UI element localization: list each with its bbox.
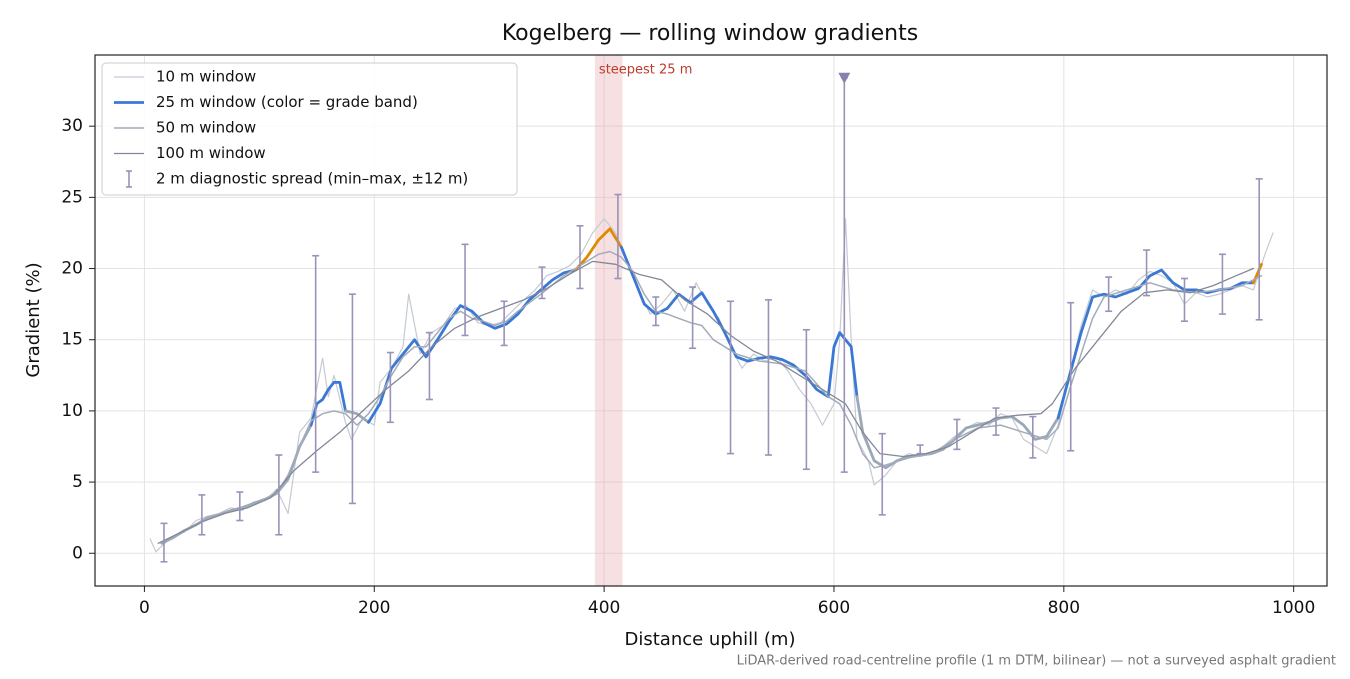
x-tick-label: 200	[358, 598, 390, 618]
error-bar	[1180, 277, 1188, 323]
footnote: LiDAR-derived road-centreline profile (1…	[737, 654, 1336, 669]
y-tick-label: 25	[61, 187, 83, 207]
error-bar	[236, 491, 244, 522]
outlier-marker	[838, 72, 851, 84]
error-bar	[425, 331, 433, 401]
error-bar	[916, 444, 924, 455]
error-bar	[727, 300, 735, 455]
series-line	[367, 268, 577, 424]
error-bar	[461, 243, 469, 337]
y-tick-label: 30	[61, 116, 83, 136]
error-bar	[1067, 301, 1075, 452]
error-bar	[386, 351, 394, 424]
highlight-label: steepest 25 m	[599, 63, 692, 78]
series-line	[620, 245, 859, 399]
error-bar	[992, 407, 1000, 436]
error-bar	[652, 296, 660, 327]
y-tick-label: 10	[61, 401, 83, 421]
plot-frame	[94, 54, 1328, 587]
error-bar	[689, 286, 697, 350]
error-bar	[275, 454, 283, 536]
series-line	[344, 409, 370, 424]
error-bar	[802, 328, 810, 471]
error-bar	[312, 254, 320, 473]
y-tick-label: 5	[72, 472, 83, 492]
y-axis-label: Gradient (%)	[23, 262, 44, 377]
highlight-span	[594, 55, 623, 586]
y-tick-label: 15	[61, 330, 83, 350]
x-tick-label: 0	[139, 598, 150, 618]
legend-label: 100 m window	[156, 144, 266, 162]
x-tick-label: 1000	[1272, 598, 1315, 618]
error-bar	[1255, 178, 1263, 321]
error-bar	[198, 494, 206, 536]
y-tick-label: 20	[61, 259, 83, 279]
y-tick-label: 0	[72, 543, 83, 563]
series-line	[574, 227, 623, 272]
series-line	[160, 423, 313, 545]
legend-label: 10 m window	[156, 68, 256, 86]
x-tick-label: 600	[818, 598, 850, 618]
chart-title: Kogelberg — rolling window gradients	[502, 21, 918, 46]
legend-label: 50 m window	[156, 119, 256, 137]
error-bar	[500, 300, 508, 347]
error-bar	[1218, 253, 1226, 315]
error-bar	[878, 432, 886, 516]
legend-label: 25 m window (color = grade band)	[156, 93, 418, 111]
legend-label: 2 m diagnostic spread (min–max, ±12 m)	[156, 170, 468, 188]
error-bar	[1105, 276, 1113, 313]
series-line	[309, 381, 347, 427]
error-bar	[953, 418, 961, 451]
error-bar	[576, 225, 584, 290]
error-bar	[614, 193, 622, 280]
error-bar	[764, 299, 772, 456]
error-bar	[538, 266, 546, 300]
error-bar	[1029, 415, 1037, 459]
error-bar	[348, 293, 356, 505]
error-bar	[160, 522, 168, 563]
x-tick-label: 400	[588, 598, 620, 618]
legend-box	[101, 62, 518, 196]
error-bar	[840, 76, 848, 473]
error-bar	[1143, 249, 1151, 297]
x-axis-label: Distance uphill (m)	[625, 629, 796, 650]
x-tick-label: 800	[1048, 598, 1080, 618]
